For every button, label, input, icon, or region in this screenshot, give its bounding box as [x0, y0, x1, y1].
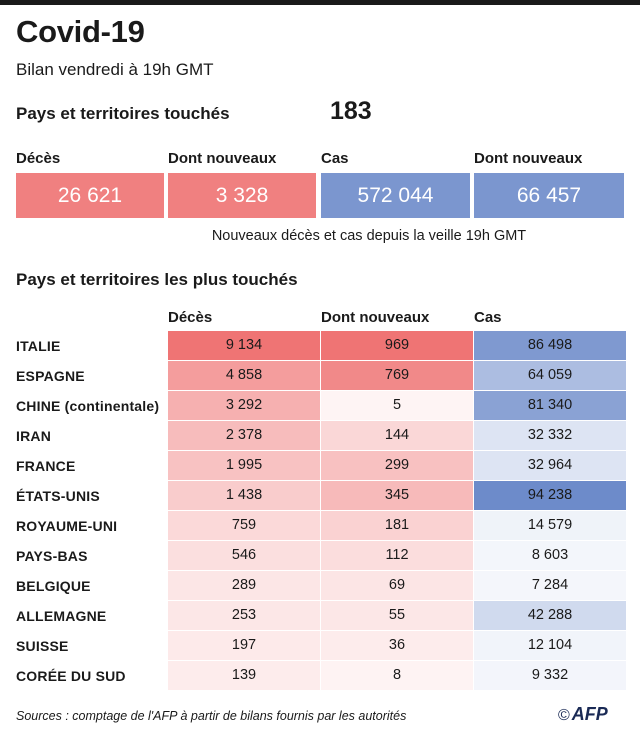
new-deaths-cell: 55	[321, 601, 473, 630]
deaths-cell: 197	[168, 631, 320, 660]
deaths-cell: 1 438	[168, 481, 320, 510]
country-name: SUISSE	[16, 638, 69, 654]
column-header-cases: Cas	[474, 309, 502, 326]
new-deaths-cell: 769	[321, 361, 473, 390]
country-name: ÉTATS-UNIS	[16, 488, 100, 504]
country-name: BELGIQUE	[16, 578, 91, 594]
source-note: Sources : comptage de l'AFP à partir de …	[16, 709, 407, 723]
deaths-cell: 1 995	[168, 451, 320, 480]
cases-cell: 9 332	[474, 661, 626, 690]
summary-note: Nouveaux décès et cas depuis la veille 1…	[211, 228, 527, 244]
country-name: ROYAUME-UNI	[16, 518, 118, 534]
new-deaths-cell: 69	[321, 571, 473, 600]
countries-affected-value: 183	[330, 97, 372, 125]
table-row: SUISSE 197 36 12 104	[0, 631, 640, 661]
new-deaths-cell: 144	[321, 421, 473, 450]
country-name: FRANCE	[16, 458, 76, 474]
table-row: FRANCE 1 995 299 32 964	[0, 451, 640, 481]
table-row: ROYAUME-UNI 759 181 14 579	[0, 511, 640, 541]
summary-label-new-deaths: Dont nouveaux	[168, 150, 277, 167]
new-deaths-cell: 345	[321, 481, 473, 510]
deaths-cell: 2 378	[168, 421, 320, 450]
summary-label-new-cases: Dont nouveaux	[474, 150, 583, 167]
cases-cell: 8 603	[474, 541, 626, 570]
deaths-cell: 546	[168, 541, 320, 570]
country-name: ESPAGNE	[16, 368, 85, 384]
cases-cell: 7 284	[474, 571, 626, 600]
deaths-cell: 9 134	[168, 331, 320, 360]
summary-value-deaths: 26 621	[16, 173, 164, 218]
deaths-cell: 253	[168, 601, 320, 630]
table-row: CORÉE DU SUD 139 8 9 332	[0, 661, 640, 691]
country-name: ITALIE	[16, 338, 61, 354]
deaths-cell: 4 858	[168, 361, 320, 390]
table-row: ESPAGNE 4 858 769 64 059	[0, 361, 640, 391]
cases-cell: 94 238	[474, 481, 626, 510]
new-deaths-cell: 112	[321, 541, 473, 570]
table-row: PAYS-BAS 546 112 8 603	[0, 541, 640, 571]
column-header-deaths: Décès	[168, 309, 213, 326]
country-name: CORÉE DU SUD	[16, 668, 126, 684]
country-name: ALLEMAGNE	[16, 608, 107, 624]
deaths-cell: 3 292	[168, 391, 320, 420]
table-row: ALLEMAGNE 253 55 42 288	[0, 601, 640, 631]
page-subtitle: Bilan vendredi à 19h GMT	[16, 60, 214, 79]
cases-cell: 81 340	[474, 391, 626, 420]
top-bar	[0, 0, 640, 5]
afp-logo-text: AFP	[571, 704, 608, 724]
table-title: Pays et territoires les plus touchés	[16, 270, 298, 289]
table-row: BELGIQUE 289 69 7 284	[0, 571, 640, 601]
cases-cell: 64 059	[474, 361, 626, 390]
table-row: IRAN 2 378 144 32 332	[0, 421, 640, 451]
country-table: ITALIE 9 134 969 86 498 ESPAGNE 4 858 769 64 05…	[0, 331, 640, 691]
table-row: ÉTATS-UNIS 1 438 345 94 238	[0, 481, 640, 511]
cases-cell: 86 498	[474, 331, 626, 360]
country-name: PAYS-BAS	[16, 548, 88, 564]
new-deaths-cell: 8	[321, 661, 473, 690]
new-deaths-cell: 5	[321, 391, 473, 420]
afp-logo: © AFP	[558, 704, 608, 725]
new-deaths-cell: 969	[321, 331, 473, 360]
summary-value-cases: 572 044	[321, 173, 470, 218]
page-title: Covid-19	[16, 14, 145, 49]
new-deaths-cell: 36	[321, 631, 473, 660]
summary-label-cases: Cas	[321, 150, 349, 167]
cases-cell: 32 964	[474, 451, 626, 480]
cases-cell: 12 104	[474, 631, 626, 660]
cases-cell: 42 288	[474, 601, 626, 630]
table-row: CHINE (continentale) 3 292 5 81 340	[0, 391, 640, 421]
column-header-new-deaths: Dont nouveaux	[321, 309, 430, 326]
table-row: ITALIE 9 134 969 86 498	[0, 331, 640, 361]
country-name: CHINE (continentale)	[16, 398, 160, 414]
summary-value-new-cases: 66 457	[474, 173, 624, 218]
summary-label-deaths: Décès	[16, 150, 61, 167]
new-deaths-cell: 181	[321, 511, 473, 540]
cases-cell: 32 332	[474, 421, 626, 450]
new-deaths-cell: 299	[321, 451, 473, 480]
summary-value-new-deaths: 3 328	[168, 173, 316, 218]
deaths-cell: 139	[168, 661, 320, 690]
cases-cell: 14 579	[474, 511, 626, 540]
deaths-cell: 759	[168, 511, 320, 540]
deaths-cell: 289	[168, 571, 320, 600]
countries-affected-label: Pays et territoires touchés	[16, 104, 230, 123]
copyright-symbol: ©	[558, 707, 570, 724]
country-name: IRAN	[16, 428, 52, 444]
